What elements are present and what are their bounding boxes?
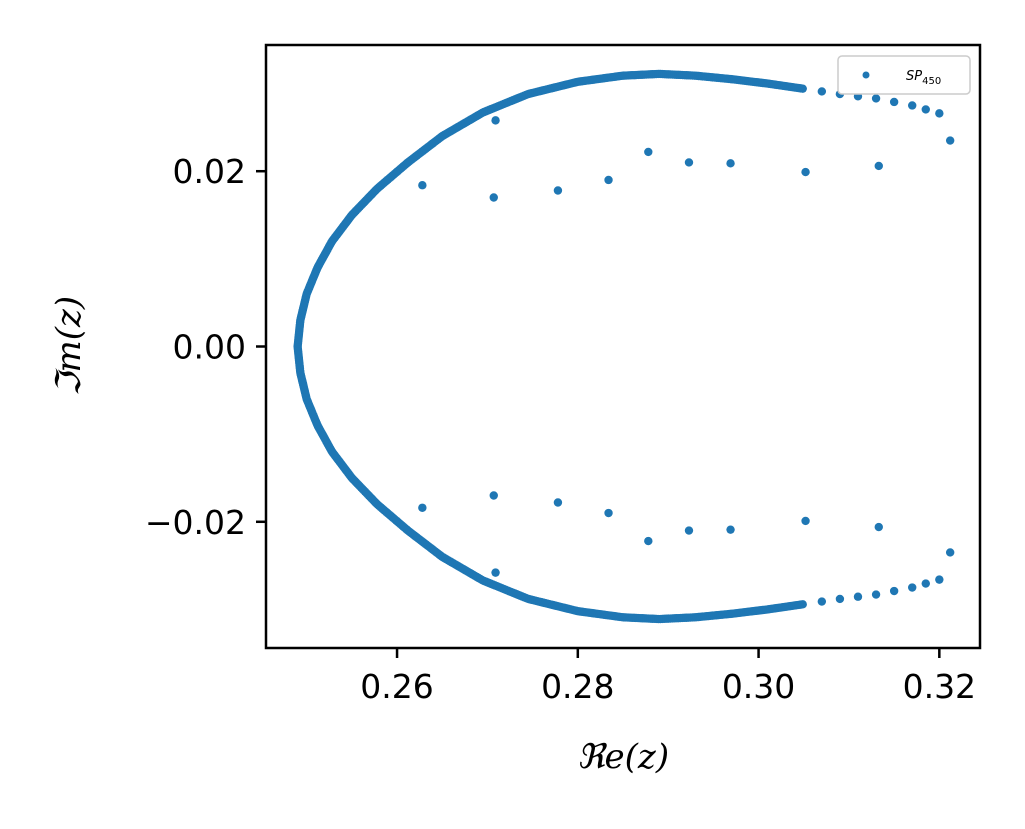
data-point bbox=[644, 536, 653, 546]
data-point bbox=[874, 161, 883, 171]
data-point bbox=[921, 579, 930, 588]
x-axis-label: ℜe(z) bbox=[577, 737, 669, 777]
data-point bbox=[889, 97, 899, 107]
data-point bbox=[908, 101, 917, 110]
data-point bbox=[801, 167, 810, 177]
data-point bbox=[874, 522, 883, 532]
data-points bbox=[293, 69, 955, 624]
legend-label-main: SP bbox=[906, 69, 922, 84]
data-point bbox=[798, 600, 807, 609]
data-point bbox=[684, 526, 694, 535]
data-point bbox=[835, 594, 845, 604]
y-axis: −0.02 0.00 0.02 bbox=[145, 152, 266, 542]
data-point bbox=[921, 105, 930, 114]
x-tick-label: 0.28 bbox=[541, 667, 614, 706]
data-point bbox=[553, 498, 563, 507]
data-point bbox=[935, 575, 944, 584]
legend-box bbox=[837, 55, 971, 95]
data-point bbox=[801, 516, 810, 526]
data-point bbox=[418, 181, 427, 190]
data-point bbox=[945, 136, 955, 145]
plot-frame bbox=[264, 43, 982, 650]
y-axis-label: ℑm(z) bbox=[49, 296, 89, 396]
data-point bbox=[604, 508, 613, 518]
data-point bbox=[726, 159, 735, 168]
data-point bbox=[871, 94, 881, 103]
data-point bbox=[489, 491, 498, 500]
x-tick-label: 0.30 bbox=[722, 667, 795, 706]
data-point bbox=[798, 84, 807, 93]
data-point bbox=[418, 503, 427, 512]
y-tick-label: −0.02 bbox=[145, 503, 246, 542]
data-point bbox=[817, 87, 827, 96]
data-point bbox=[604, 175, 613, 185]
data-point bbox=[853, 592, 863, 601]
data-point bbox=[489, 193, 498, 202]
data-point bbox=[817, 597, 827, 606]
x-tick-label: 0.32 bbox=[903, 667, 976, 706]
x-axis: 0.26 0.28 0.30 0.32 bbox=[360, 648, 976, 706]
data-point bbox=[644, 147, 653, 157]
legend-label: SP450 bbox=[906, 69, 941, 87]
y-tick-label: 0.02 bbox=[173, 152, 246, 191]
data-point bbox=[871, 590, 881, 599]
data-point bbox=[726, 525, 735, 534]
data-point bbox=[491, 116, 500, 125]
legend-label-sub: 450 bbox=[922, 76, 941, 87]
data-point bbox=[553, 186, 563, 195]
data-point bbox=[889, 586, 899, 596]
data-point bbox=[684, 158, 694, 167]
data-point bbox=[945, 548, 955, 557]
y-tick-label: 0.00 bbox=[173, 328, 246, 367]
data-point bbox=[908, 583, 917, 592]
data-point bbox=[935, 109, 944, 118]
legend-marker bbox=[862, 71, 870, 79]
x-tick-label: 0.26 bbox=[360, 667, 433, 706]
legend: SP450 bbox=[837, 55, 971, 95]
data-point bbox=[491, 568, 500, 577]
